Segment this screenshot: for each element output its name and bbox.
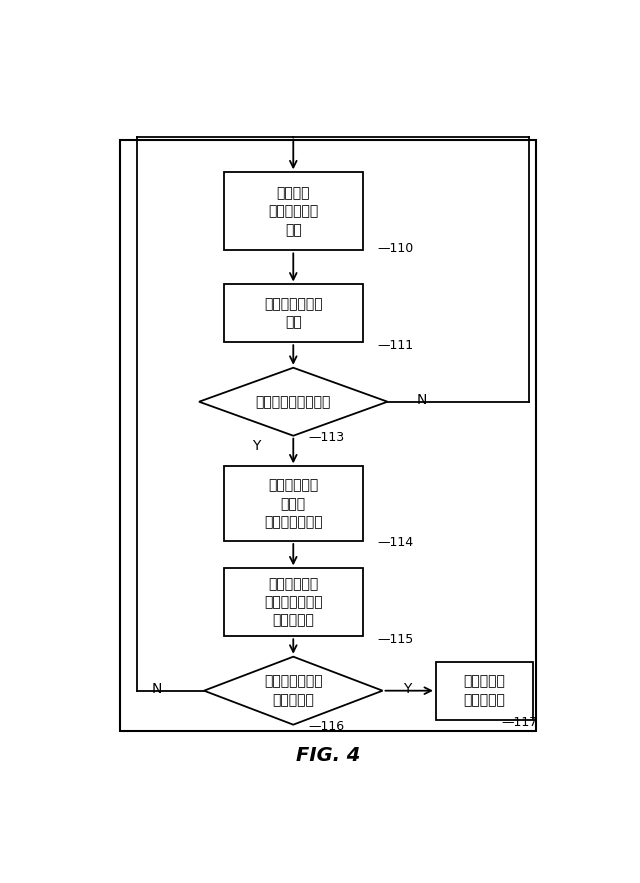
- Text: Y: Y: [403, 682, 412, 696]
- Text: —117: —117: [502, 716, 538, 729]
- Text: —113: —113: [308, 431, 344, 444]
- Text: 灯警報器の
作動を無効: 灯警報器の 作動を無効: [463, 675, 505, 707]
- Text: 金属検出
センサ信号を
監視: 金属検出 センサ信号を 監視: [268, 186, 319, 237]
- Polygon shape: [204, 657, 383, 725]
- Text: —110: —110: [378, 242, 414, 255]
- Text: —116: —116: [308, 721, 344, 733]
- Text: 聴覚的警報器
および
灯警報器を作動: 聴覚的警報器 および 灯警報器を作動: [264, 479, 323, 529]
- Text: —115: —115: [378, 633, 414, 646]
- Text: N: N: [152, 682, 162, 696]
- Text: FIG. 4: FIG. 4: [296, 746, 360, 765]
- Bar: [224, 569, 363, 637]
- Text: Y: Y: [252, 439, 260, 453]
- Text: 警報リセットを
監視: 警報リセットを 監視: [264, 298, 323, 329]
- Text: 警報リセットが
作動した？: 警報リセットが 作動した？: [264, 675, 323, 707]
- Bar: [436, 661, 532, 720]
- Bar: [224, 466, 363, 541]
- Text: —114: —114: [378, 536, 413, 549]
- Text: 金属が検出された？: 金属が検出された？: [255, 395, 331, 409]
- Bar: [224, 284, 363, 343]
- Bar: [120, 140, 536, 731]
- Text: 設定時間後、
聴覚的警報器の
作動を無効: 設定時間後、 聴覚的警報器の 作動を無効: [264, 577, 323, 628]
- Polygon shape: [199, 367, 388, 435]
- Text: —111: —111: [378, 339, 413, 351]
- Text: N: N: [417, 393, 428, 407]
- Bar: [224, 172, 363, 251]
